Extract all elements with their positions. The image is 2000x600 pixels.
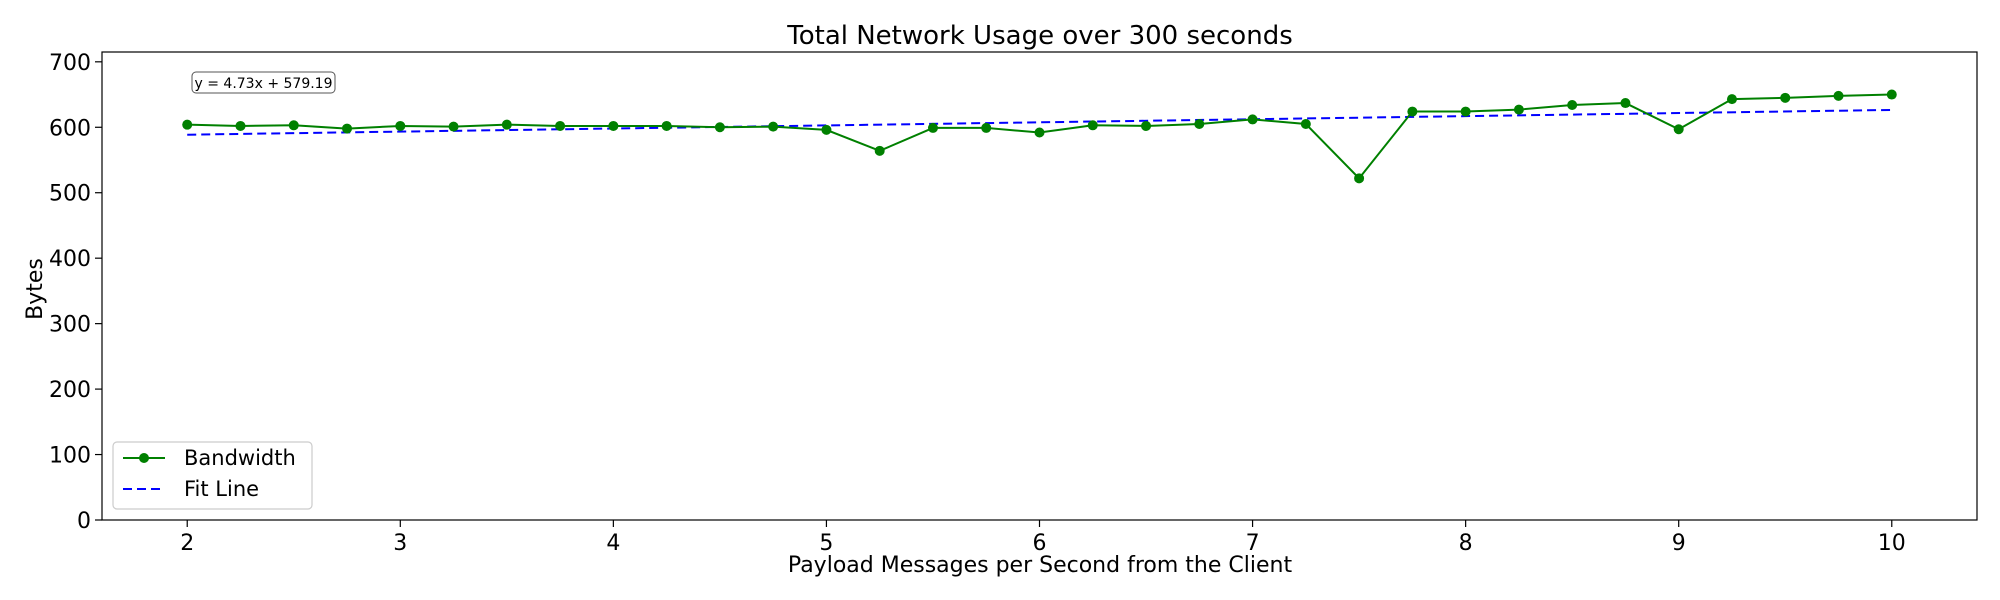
y-axis-label: Bytes <box>23 258 48 320</box>
legend-bandwidth-marker <box>139 453 149 463</box>
bandwidth-point <box>1194 119 1205 129</box>
bandwidth-point <box>1620 98 1631 109</box>
y-tick-label: 500 <box>49 182 91 207</box>
x-tick-label: 10 <box>1878 531 1906 556</box>
bandwidth-point <box>768 121 779 132</box>
bandwidth-point <box>1513 104 1524 115</box>
x-tick-label: 9 <box>1672 531 1686 556</box>
bandwidth-point <box>1300 119 1311 129</box>
bandwidth-point <box>1460 106 1471 117</box>
bandwidth-point <box>1567 100 1578 111</box>
bandwidth-point <box>981 122 992 133</box>
legend-fit-label: Fit Line <box>184 477 259 501</box>
y-tick-label: 400 <box>49 247 91 272</box>
bandwidth-point <box>235 120 246 131</box>
y-tick-label: 700 <box>49 51 91 76</box>
x-tick-label: 7 <box>1246 531 1260 556</box>
bandwidth-point <box>1780 92 1791 103</box>
x-tick-label: 6 <box>1033 531 1047 556</box>
bandwidth-point <box>1247 114 1258 125</box>
bandwidth-point <box>448 121 459 132</box>
legend-bandwidth-label: Bandwidth <box>184 446 296 470</box>
bandwidth-point <box>661 120 672 131</box>
bandwidth-point <box>1087 120 1098 131</box>
bandwidth-point <box>1673 124 1684 135</box>
legend: Bandwidth Fit Line <box>112 441 313 510</box>
bandwidth-point <box>874 145 885 156</box>
bandwidth-point <box>1407 106 1418 117</box>
annotation-box <box>191 71 336 94</box>
annotation-text: y = 4.73x + 579.19 <box>195 76 333 92</box>
bandwidth-point <box>1726 94 1737 105</box>
bandwidth-point <box>182 119 193 130</box>
fit-equation-annotation: y = 4.73x + 579.19 <box>191 71 336 94</box>
bandwidth-point <box>821 124 832 135</box>
bandwidth-point <box>714 122 725 133</box>
bandwidth-point <box>395 120 406 131</box>
y-tick-label: 200 <box>49 378 91 403</box>
chart-title: Total Network Usage over 300 seconds <box>786 21 1293 51</box>
x-tick-label: 4 <box>606 531 620 556</box>
bandwidth-point <box>1034 127 1045 138</box>
bandwidth-point <box>501 119 512 130</box>
bandwidth-point <box>555 120 566 131</box>
y-tick-label: 600 <box>49 116 91 141</box>
y-tick-label: 0 <box>77 509 91 534</box>
x-tick-label: 8 <box>1459 531 1473 556</box>
bandwidth-point <box>1833 90 1844 101</box>
x-tick-label: 2 <box>180 531 194 556</box>
bandwidth-point <box>1141 120 1152 131</box>
plot-frame <box>101 51 1978 521</box>
bandwidth-point <box>608 120 619 131</box>
y-tick-label: 300 <box>49 313 91 338</box>
x-tick-label: 3 <box>393 531 407 556</box>
bandwidth-point <box>288 120 299 131</box>
bandwidth-point <box>1354 173 1365 184</box>
y-tick-label: 100 <box>49 444 91 469</box>
fit-line <box>187 108 1892 136</box>
x-axis-label: Payload Messages per Second from the Cli… <box>788 553 1293 578</box>
plot-area <box>182 89 1897 184</box>
bandwidth-point <box>342 123 353 134</box>
bandwidth-point <box>927 122 938 133</box>
bandwidth-point <box>1886 89 1897 100</box>
x-tick-label: 5 <box>819 531 833 556</box>
